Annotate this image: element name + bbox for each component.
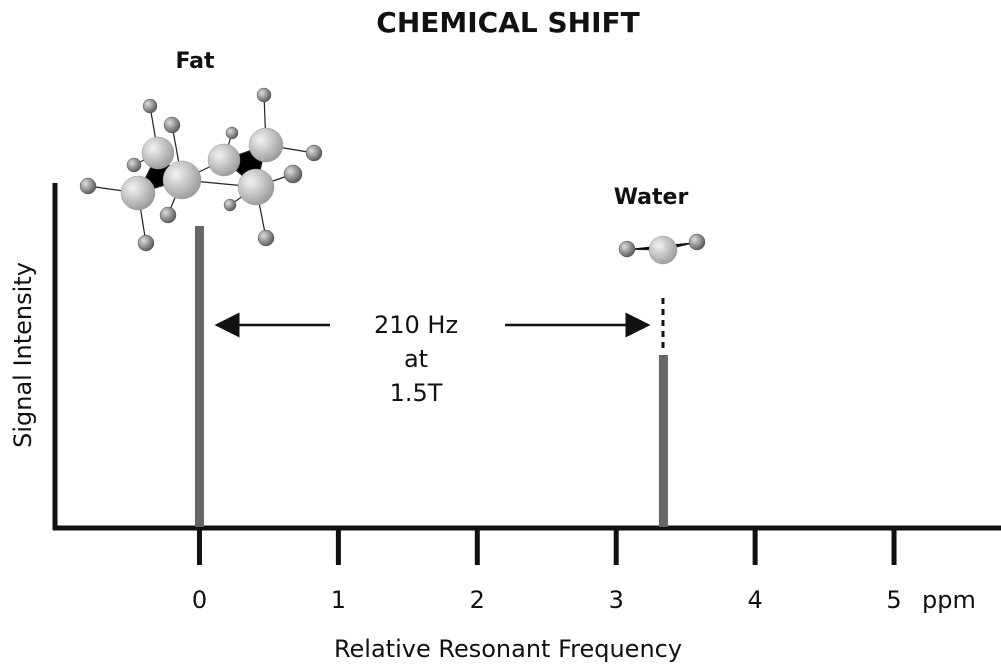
annotation: at <box>404 345 428 373</box>
chart-title: CHEMICAL SHIFT <box>376 6 639 39</box>
annotation: 210 Hz <box>374 311 458 339</box>
x-tick-label: 2 <box>470 586 485 614</box>
peak <box>195 226 204 527</box>
x-tick-label: 3 <box>609 586 624 614</box>
water-molecule <box>619 234 705 264</box>
x-tick-label: 4 <box>747 586 762 614</box>
x-tick-label: 1 <box>331 586 346 614</box>
x-axis-label: Relative Resonant Frequency <box>334 635 682 663</box>
x-unit: ppm <box>922 586 976 614</box>
chart: CHEMICAL SHIFT Relative Resonant Frequen… <box>0 0 1001 664</box>
y-axis-label: Signal Intensity <box>9 262 37 448</box>
peak-label: Water <box>614 185 689 210</box>
x-tick-label: 5 <box>886 586 901 614</box>
peak-label: Fat <box>175 49 215 74</box>
x-tick-label: 0 <box>192 586 207 614</box>
annotation: 1.5T <box>390 379 443 407</box>
peak <box>659 355 668 527</box>
